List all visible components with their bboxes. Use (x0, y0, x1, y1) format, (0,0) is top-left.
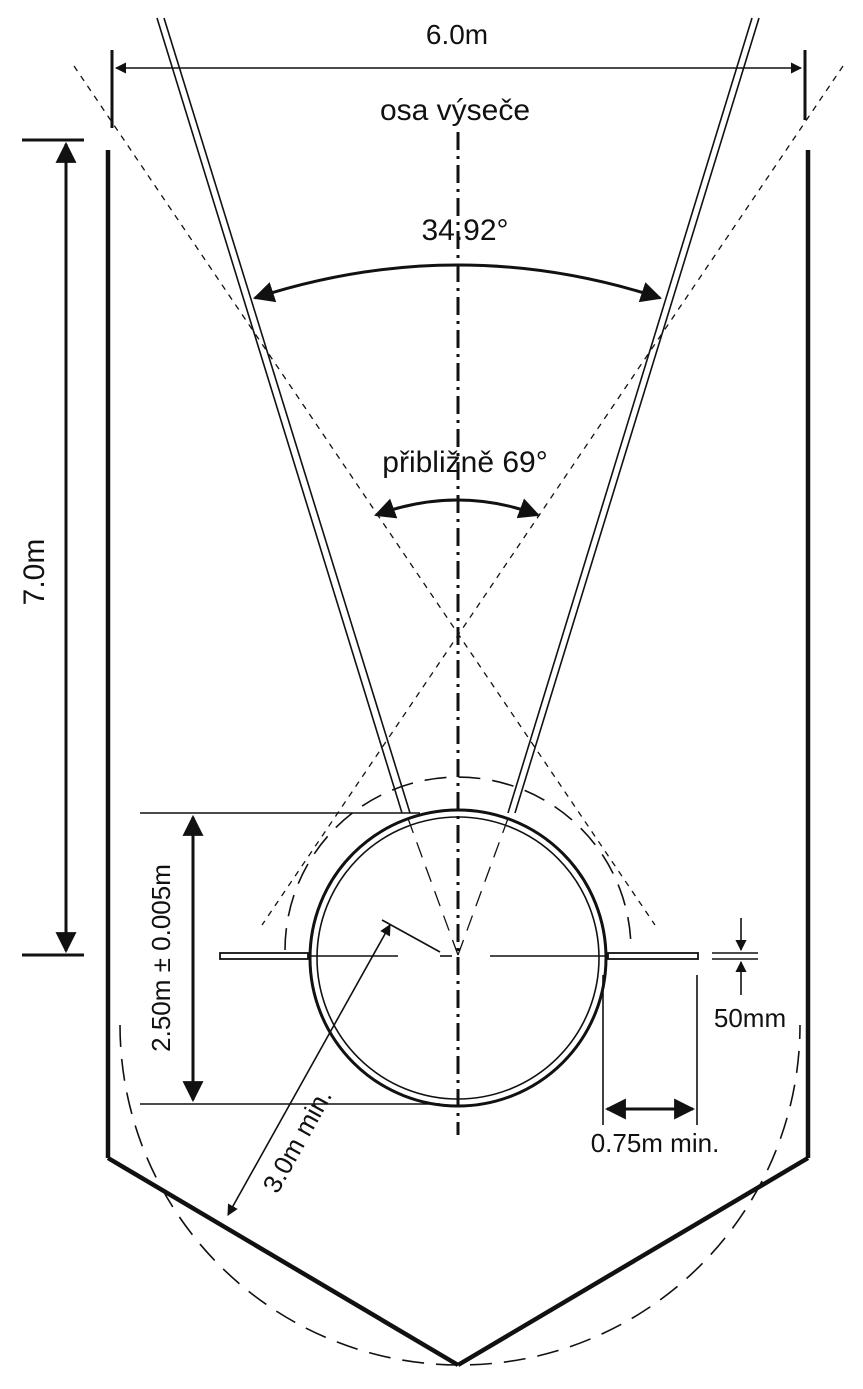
radius-dimension (227, 919, 441, 1216)
clearance-label: 0.75m min. (591, 1128, 720, 1158)
height-dimension (22, 138, 84, 957)
white-lines (219, 952, 758, 960)
height-label: 7.0m (18, 539, 51, 606)
sector-lines (156, 17, 760, 814)
approx-angle-label: přibližně 69° (382, 446, 547, 479)
width-label: 6.0m (426, 19, 488, 50)
radius-label: 3.0m min. (256, 1083, 338, 1197)
clearance-dimension (602, 975, 698, 1125)
axis-label: osa výseče (380, 94, 530, 127)
sector-angle-label: 34.92° (421, 214, 508, 247)
band-label: 50mm (714, 1003, 786, 1033)
outer-dashed-arc (284, 776, 632, 951)
approx-angle-arc (374, 498, 540, 519)
approx-sector-lines (73, 65, 844, 926)
cage-outline (105, 150, 811, 1367)
diameter-label: 2.50m ± 0.005m (146, 864, 176, 1052)
sector-angle-arc (253, 263, 662, 303)
width-dimension (110, 50, 807, 128)
safety-arc (119, 1024, 801, 1366)
